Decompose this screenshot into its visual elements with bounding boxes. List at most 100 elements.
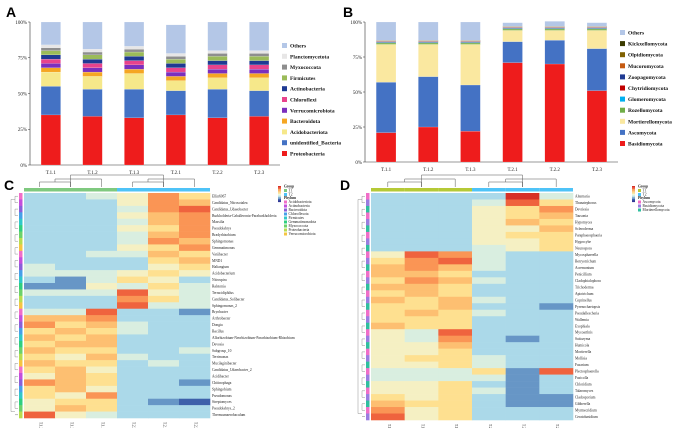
heatmap-cell (117, 302, 149, 310)
heatmap-cell (148, 238, 180, 245)
heatmap-cell (539, 400, 574, 408)
bar-segment (502, 22, 523, 27)
bar-segment (376, 41, 397, 43)
heatmap-cell (24, 379, 56, 387)
heatmap-cell (505, 355, 540, 362)
heatmap-cell (55, 385, 87, 393)
heatmap-row-label: Paraphaeosphaeria (575, 233, 602, 237)
heatmap-cell (179, 366, 211, 374)
heatmap-cell (404, 199, 439, 207)
heatmap-cell (539, 251, 574, 259)
bar-segment (82, 116, 103, 166)
row-dendrogram (361, 364, 365, 372)
heatmap-cell (55, 366, 87, 374)
phylum-strip-cell (19, 385, 23, 393)
heatmap-cell (404, 264, 439, 272)
legend-label: Acidobacteriota (290, 130, 328, 136)
heatmap-cell (505, 361, 540, 369)
bar-segment (165, 67, 186, 73)
bar-segment (249, 73, 270, 78)
heatmap-cell (505, 199, 540, 207)
bar-segment (502, 62, 523, 163)
bar-segment (418, 44, 439, 77)
bar-segment (544, 40, 565, 65)
heatmap-row-label: Allorhizobium-Neorhizobium-Pararhizobium… (212, 336, 295, 340)
heatmap-cell (505, 244, 540, 252)
bar-segment (207, 89, 228, 118)
bar-segment (207, 56, 228, 61)
heatmap-cell (505, 277, 540, 285)
bar-segment (418, 76, 439, 128)
heatmap-cell (505, 407, 540, 414)
heatmap-cell (371, 290, 405, 298)
bar-segment (82, 54, 103, 60)
heatmap-cell (117, 238, 149, 245)
colorscale-step (278, 195, 281, 198)
heatmap-cell (86, 366, 118, 374)
phylum-strip-cell (19, 250, 23, 258)
heatmap-cell (24, 398, 56, 406)
phylum-strip-cell (19, 347, 23, 355)
phylum-strip-cell (366, 296, 370, 304)
heatmap-cell (438, 329, 473, 336)
heatmap-cell (371, 193, 405, 200)
group-legend-label: T1 (643, 189, 647, 193)
phylum-strip-cell (366, 193, 370, 200)
heatmap-cell (539, 374, 574, 382)
heatmap-row-label: Mortierella (575, 350, 592, 354)
y-tick-label: 100% (15, 21, 27, 26)
y-tick-label: 25% (18, 128, 27, 133)
heatmap-cell (55, 238, 87, 245)
heatmap-cell (117, 283, 149, 290)
bar-segment (124, 51, 145, 57)
heatmap-cell (472, 374, 506, 382)
heatmap-cell (117, 257, 149, 265)
row-dendrogram (361, 209, 365, 216)
heatmap-row-label: Burkholderia-Caballeronia-Paraburkholder… (212, 214, 277, 218)
heatmap-row-label: Apiotrichum (575, 292, 594, 296)
heatmap-cell (438, 277, 473, 285)
heatmap-cell (539, 270, 574, 278)
bar-segment (124, 73, 145, 90)
heatmap-cell (179, 250, 211, 258)
heatmap-cell (24, 238, 56, 245)
colorscale-step (278, 198, 281, 201)
phylum-strip-cell (366, 394, 370, 401)
heatmap-cell (472, 244, 506, 252)
heatmap-cell (179, 373, 211, 380)
heatmap-cell (438, 355, 473, 362)
phylum-strip-cell (19, 225, 23, 232)
heatmap-cell (55, 315, 87, 322)
legend-label: Ascomycota (628, 130, 657, 136)
heatmap-cell (86, 379, 118, 387)
legend-label: Kickxellomycota (628, 42, 668, 48)
heatmap-row-label: Pseudolabrys_2 (212, 407, 235, 411)
heatmap-cell (179, 308, 211, 316)
heatmap-cell (404, 283, 439, 291)
heatmap-row-label: Coprinellus (575, 298, 592, 302)
heatmap-row-label: Bacillus (212, 330, 224, 334)
heatmap-cell (179, 283, 211, 290)
heatmap-row-label: Exophiala (575, 324, 590, 328)
legend-label: Actinobacteria (290, 87, 325, 93)
bar-segment (40, 54, 61, 60)
bar-segment (124, 56, 145, 61)
heatmap-cell (55, 205, 87, 213)
phylum-strip-cell (366, 387, 370, 395)
heatmap-c: Ellin6067 Candidatus_Nitrosotalea Candidat… (10, 174, 316, 428)
heatmap-cell (148, 340, 180, 348)
bar-segment (207, 69, 228, 74)
bar-segment (124, 89, 145, 118)
heatmap-cell (24, 308, 56, 316)
heatmap-cell (371, 394, 405, 401)
bar-segment (418, 42, 439, 44)
phylum-strip-cell (366, 361, 370, 369)
phylum-strip-cell (366, 413, 370, 421)
legend-swatch (282, 151, 287, 156)
heatmap-cell (371, 303, 405, 311)
heatmap-row-label: Mycosphaerella (575, 253, 598, 257)
heatmap-cell (438, 335, 473, 343)
group-legend-title: Group (284, 185, 294, 189)
colorscale-step (278, 186, 281, 188)
heatmap-cell (86, 315, 118, 322)
